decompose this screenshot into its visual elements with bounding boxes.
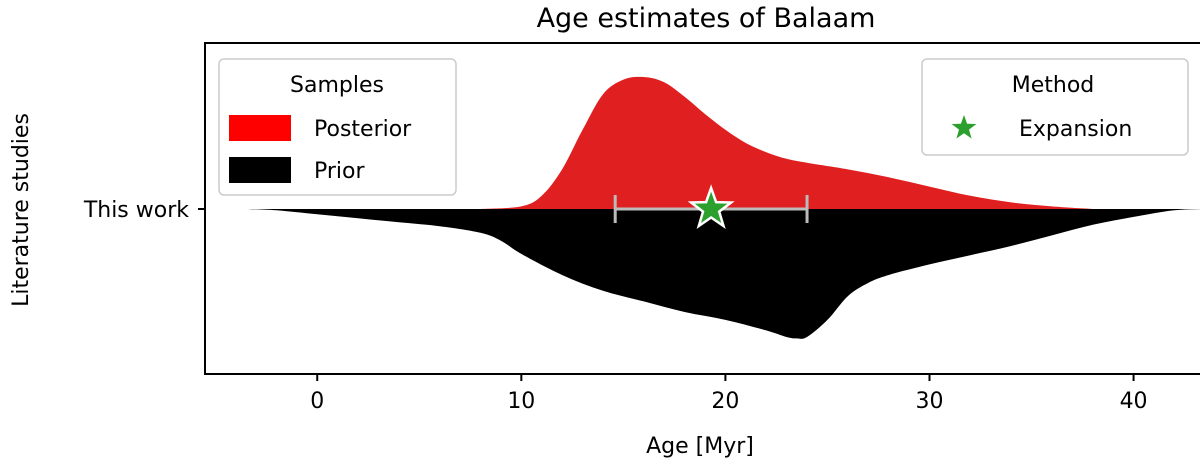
violin-layer (245, 76, 1200, 339)
x-tick-label: 20 (711, 389, 739, 414)
legend-label-expansion: Expansion (1019, 117, 1132, 142)
legend-label-posterior: Posterior (314, 117, 412, 142)
legend-method-title: Method (1012, 73, 1095, 98)
legend-samples-title: Samples (290, 73, 384, 98)
legend-swatch-posterior (229, 115, 291, 141)
y-tick-layer: This work (83, 198, 205, 223)
x-tick-label: 10 (507, 389, 535, 414)
x-tick-label: 40 (1120, 389, 1148, 414)
x-tick-label: 0 (310, 389, 324, 414)
estimate-layer (613, 184, 809, 230)
legend-samples: Samples Posterior Prior (218, 58, 457, 196)
y-tick-label: This work (83, 198, 189, 223)
legend-method-frame (921, 58, 1189, 156)
y-axis-label: Literature studies (9, 113, 34, 307)
legend-label-prior: Prior (314, 159, 365, 184)
legend-star-icon (951, 115, 977, 139)
chart-title: Age estimates of Balaam (537, 3, 876, 34)
x-tick-layer: 0 10 20 30 40 (310, 374, 1148, 414)
x-tick-label: 30 (915, 389, 943, 414)
legend-method: Method Expansion (921, 58, 1189, 156)
violin-prior (245, 209, 1200, 339)
x-axis-label: Age [Myr] (646, 434, 754, 459)
violin-posterior (480, 76, 1093, 209)
legend-swatch-prior (229, 157, 291, 183)
estimate-star-marker (687, 184, 735, 230)
